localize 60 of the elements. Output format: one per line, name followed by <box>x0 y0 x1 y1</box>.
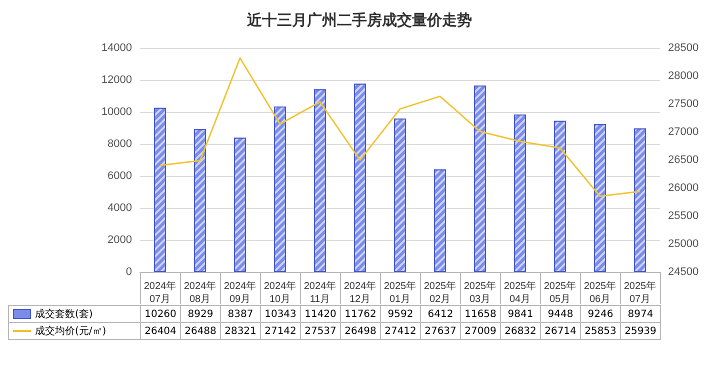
y2-tick-label: 25500 <box>668 210 699 222</box>
data-label: 6412 <box>420 306 460 322</box>
x-tick-label: 2025年07月 <box>624 280 656 305</box>
x-tick-label: 2025年02月 <box>424 280 456 305</box>
data-label: 9246 <box>580 306 620 322</box>
data-label: 26488 <box>180 322 220 340</box>
x-tick-label: 2024年12月 <box>344 280 376 305</box>
data-label: 27412 <box>380 322 420 340</box>
x-tick-label: 2025年06月 <box>584 280 616 305</box>
y2-tick-label: 27000 <box>668 126 699 138</box>
data-label: 28321 <box>220 322 260 340</box>
x-tick-label: 2024年10月 <box>264 280 296 305</box>
data-label: 9841 <box>500 306 540 322</box>
data-label: 27537 <box>300 322 340 340</box>
data-label: 11420 <box>300 306 340 322</box>
data-label: 10343 <box>260 306 300 322</box>
data-label: 8974 <box>620 306 660 322</box>
data-label: 9448 <box>540 306 580 322</box>
y-tick-label: 4000 <box>108 202 132 214</box>
data-label: 27142 <box>260 322 300 340</box>
y2-tick-label: 25000 <box>668 238 699 250</box>
y-tick-label: 8000 <box>108 138 132 150</box>
data-label: 10260 <box>140 306 180 322</box>
y-tick-label: 2000 <box>108 234 132 246</box>
x-tick-label: 2025年03月 <box>464 280 496 305</box>
legend-label: 成交套数(套) <box>8 306 140 322</box>
x-tick-label: 2025年05月 <box>544 280 576 305</box>
data-label: 26404 <box>140 322 180 340</box>
y2-tick-label: 26500 <box>668 154 699 166</box>
x-tick-label: 2024年07月 <box>144 280 176 305</box>
x-tick-label: 2024年11月 <box>304 280 336 305</box>
y-tick-label: 6000 <box>108 170 132 182</box>
y2-tick-label: 28500 <box>668 42 699 54</box>
data-label: 25939 <box>620 322 660 340</box>
y-tick-label: 14000 <box>101 42 132 54</box>
data-label: 26714 <box>540 322 580 340</box>
data-label: 8929 <box>180 306 220 322</box>
legend-label: 成交均价(元/㎡) <box>8 322 140 340</box>
y2-tick-label: 27500 <box>668 98 699 110</box>
data-label: 25853 <box>580 322 620 340</box>
x-tick-label: 2025年01月 <box>384 280 416 305</box>
chart-title: 近十三月广州二手房成交量价走势 <box>246 11 472 29</box>
y-tick-label: 12000 <box>101 74 132 86</box>
data-label: 26498 <box>340 322 380 340</box>
x-tick-label: 2024年08月 <box>184 280 216 305</box>
data-label: 11658 <box>460 306 500 322</box>
data-label: 11762 <box>340 306 380 322</box>
y2-tick-label: 24500 <box>668 266 699 278</box>
data-label: 27009 <box>460 322 500 340</box>
y-tick-label: 0 <box>126 266 132 278</box>
data-label: 27637 <box>420 322 460 340</box>
y2-tick-label: 28000 <box>668 70 699 82</box>
y-tick-label: 10000 <box>101 106 132 118</box>
x-tick-label: 2025年04月 <box>504 280 536 305</box>
y2-tick-label: 26000 <box>668 182 699 194</box>
data-label: 9592 <box>380 306 420 322</box>
data-label: 8387 <box>220 306 260 322</box>
x-tick-label: 2024年09月 <box>224 280 256 305</box>
line-series <box>159 57 641 197</box>
data-label: 26832 <box>500 322 540 340</box>
